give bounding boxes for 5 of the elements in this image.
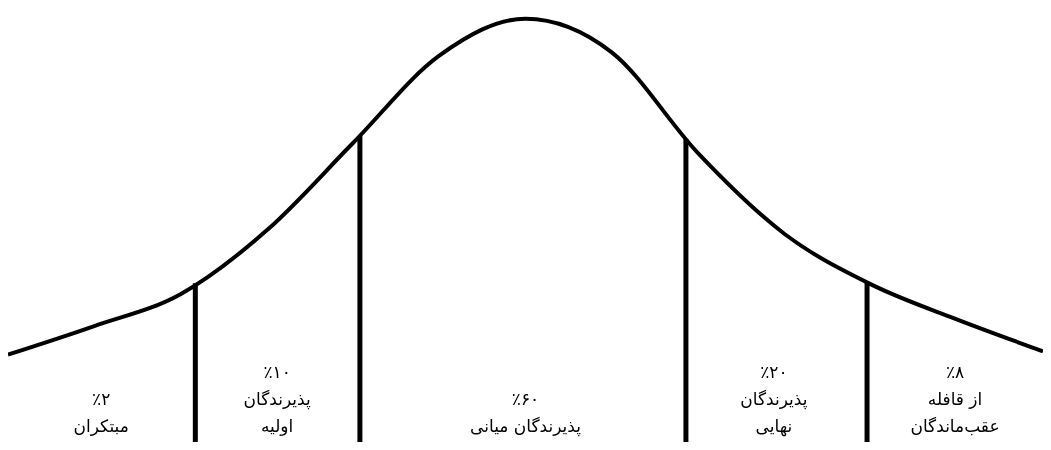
text: ٪۲ مبتکران <box>73 389 129 436</box>
text: ٪۱۰ پذیرندگان اولیه <box>243 362 311 436</box>
text: ٪۸ از قافله عقب‌ماندگان <box>910 362 1000 436</box>
text: ٪۲۰ پذیرندگان نهایی <box>740 362 808 437</box>
text: ٪۶۰ پذیرندگان میانی <box>470 389 582 437</box>
